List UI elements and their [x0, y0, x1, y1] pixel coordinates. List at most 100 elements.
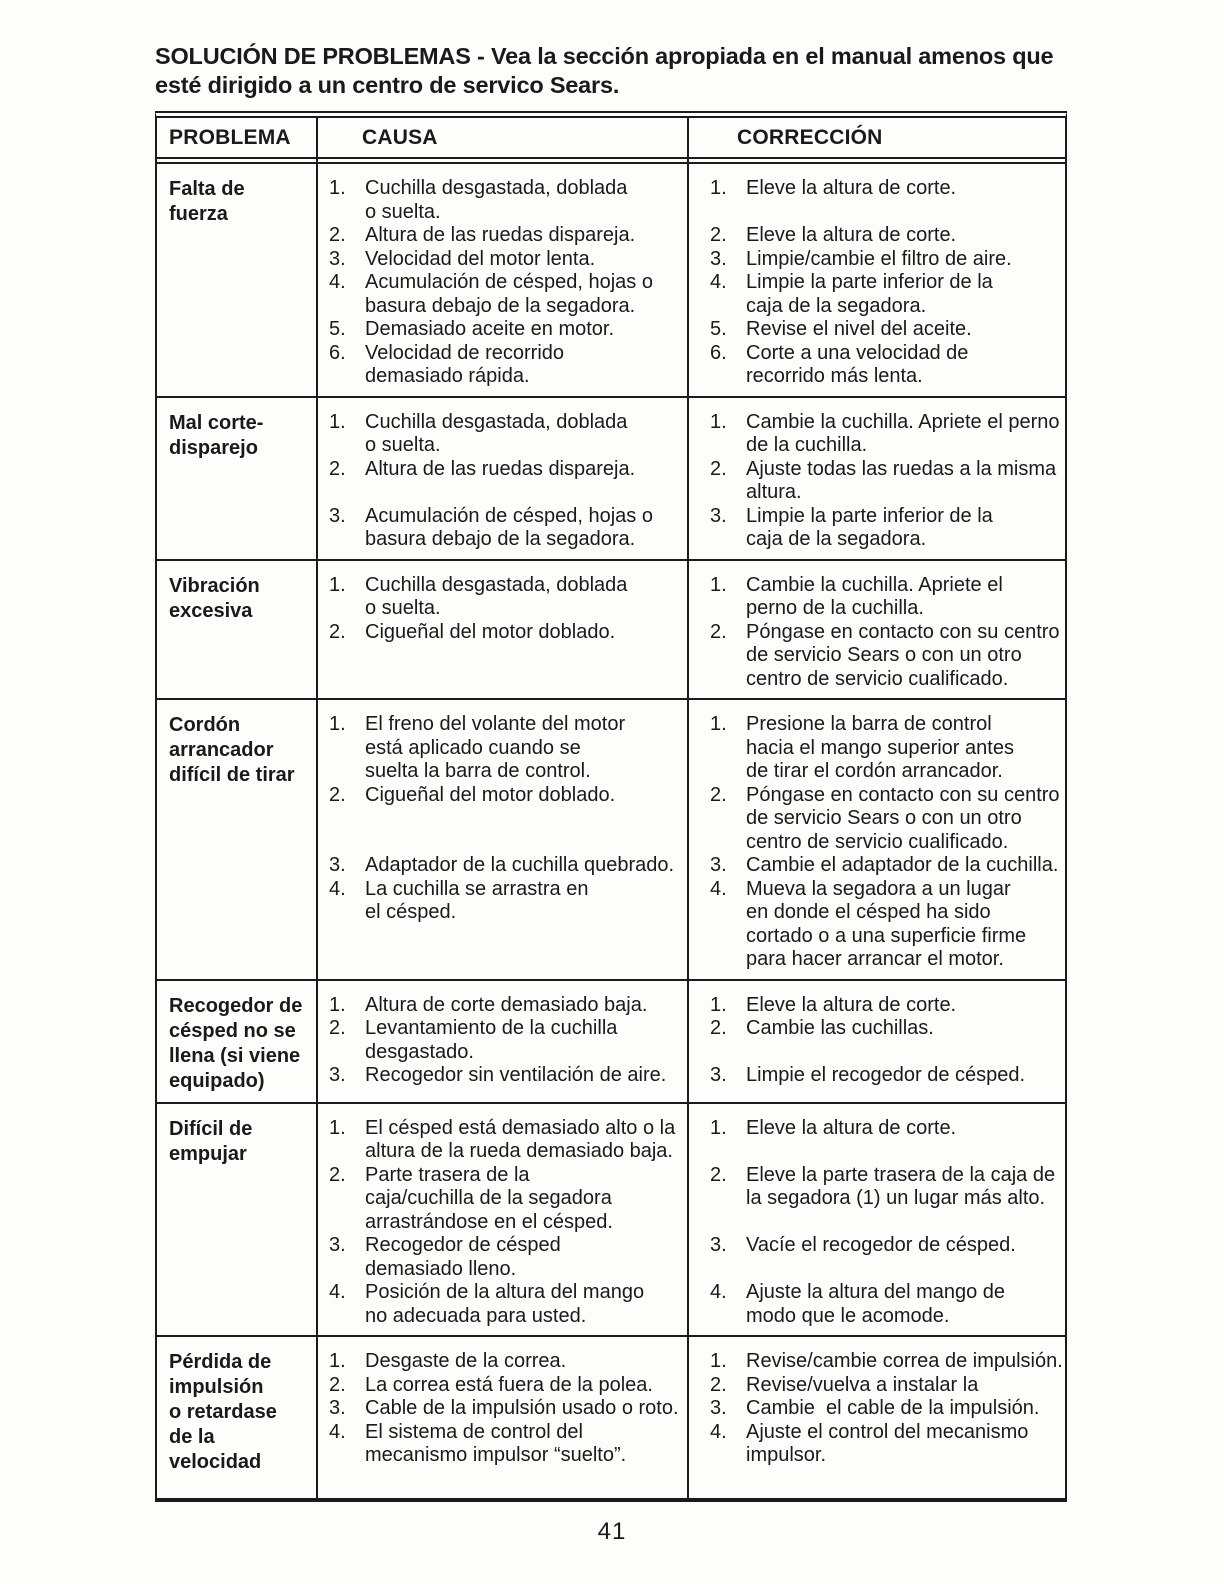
- cause-item: 1. El freno del volante del motor está ap…: [318, 713, 687, 784]
- table-row: Falta de fuerza 1. Cuchilla desgastada, d…: [157, 164, 1065, 396]
- table-row: Cordón arrancador difícil de tirar 1. El …: [157, 698, 1065, 979]
- cause-item-text: Cuchilla desgastada, doblada o suelta.: [365, 573, 628, 620]
- correction-item: 4. Ajuste la altura del mango de modo que…: [687, 1281, 1065, 1328]
- cause-correction-pair: 1. El césped está demasiado alto o la alt…: [318, 1117, 1065, 1164]
- item-number: 3.: [710, 1064, 727, 1086]
- cause-item-text: Adaptador de la cuchilla quebrado.: [365, 854, 675, 876]
- cause-correction-pair: 2. Cigueñal del motor doblado. 2. Póngase e…: [318, 784, 1065, 855]
- cause-item: 4. El sistema de control del mecanismo im…: [318, 1421, 687, 1468]
- cause-item: 2. Cigueñal del motor doblado.: [318, 784, 687, 808]
- problem-cell: Mal corte- disparejo: [169, 411, 264, 459]
- cause-item: 1. Cuchilla desgastada, doblada o suelta.: [318, 574, 687, 621]
- header-correccion: CORRECCIÓN: [737, 126, 883, 149]
- correction-item: 2. Póngase en contacto con su centro de s…: [687, 784, 1065, 855]
- page-content: SOLUCIÓN DE PROBLEMAS - Vea la sección a…: [155, 42, 1069, 1546]
- cause-item-text: Velocidad del motor lenta.: [365, 247, 596, 270]
- cause-item: 4. Posición de la altura del mango no ade…: [318, 1281, 687, 1328]
- item-number: 4.: [329, 1420, 346, 1443]
- correction-item-text: Revise/cambie correa de impulsión.: [746, 1350, 1063, 1372]
- cause-correction-pair: 3. Recogedor sin ventilación de aire. 3. Li…: [318, 1064, 1065, 1088]
- cause-correction-list: 1. Cuchilla desgastada, doblada o suelta.…: [318, 398, 1065, 559]
- cause-correction-pair: 4. El sistema de control del mecanismo im…: [318, 1421, 1065, 1468]
- cause-item-text: El sistema de control del mecanismo impu…: [365, 1420, 627, 1467]
- cause-item-text: Altura de las ruedas dispareja.: [365, 224, 636, 246]
- item-number: 2.: [710, 457, 727, 480]
- correction-item-text: Limpie la parte inferior de la caja de l…: [746, 271, 993, 317]
- item-number: 3.: [710, 504, 727, 527]
- cause-item-text: Altura de las ruedas dispareja.: [365, 457, 636, 480]
- correction-item: 1. Presione la barra de control hacia el …: [687, 713, 1065, 784]
- table-row: Vibración excesiva 1. Cuchilla desgastada…: [157, 558, 1065, 699]
- item-number: 1.: [329, 573, 346, 596]
- problem-cell: Difícil de empujar: [169, 1117, 253, 1165]
- cause-correction-pair: 3. Acumulación de césped, hojas o basura …: [318, 505, 1065, 552]
- item-number: 2.: [710, 783, 727, 806]
- cause-item: 2. Altura de las ruedas dispareja.: [318, 224, 687, 248]
- item-number: 3.: [329, 1234, 346, 1256]
- cause-item-text: Cuchilla desgastada, doblada o suelta.: [365, 410, 628, 457]
- cause-item-text: Parte trasera de la caja/cuchilla de la …: [365, 1163, 613, 1233]
- cause-correction-pair: 1. Desgaste de la correa. 1. Revise/cambie …: [318, 1350, 1065, 1374]
- cause-item-text: Acumulación de césped, hojas o basura de…: [365, 504, 653, 551]
- cause-item: 3. Recogedor sin ventilación de aire.: [318, 1064, 687, 1088]
- cause-correction-pair: 3. Cable de la impulsión usado o roto. 3. C…: [318, 1397, 1065, 1421]
- item-number: 1.: [329, 177, 346, 199]
- cause-correction-pair: 5. Demasiado aceite en motor. 5. Revise el …: [318, 318, 1065, 342]
- correction-item-text: Ajuste la altura del mango de modo que l…: [746, 1281, 1006, 1327]
- cause-correction-pair: 2. Altura de las ruedas dispareja. 2. Ajust…: [318, 458, 1065, 505]
- item-number: 1.: [710, 993, 727, 1016]
- correction-item-text: Cambie el cable de la impulsión.: [746, 1397, 1040, 1419]
- cause-item: 3. Acumulación de césped, hojas o basura …: [318, 505, 687, 552]
- column-divider-1: [316, 118, 318, 1498]
- correction-item: 2. Revise/vuelva a instalar la: [687, 1374, 1065, 1398]
- cause-item: 1. Cuchilla desgastada, doblada o suelta.: [318, 177, 687, 224]
- cause-correction-list: 1. Cuchilla desgastada, doblada o suelta.…: [318, 561, 1065, 699]
- problem-cell: Cordón arrancador difícil de tirar: [169, 714, 295, 786]
- correction-item: 5. Revise el nivel del aceite.: [687, 318, 1065, 342]
- cause-correction-list: 1. Desgaste de la correa. 1. Revise/cambie …: [318, 1337, 1065, 1498]
- correction-item-text: Eleve la altura de corte.: [746, 1116, 957, 1139]
- correction-item: 4. Mueva la segadora a un lugar en donde …: [687, 878, 1065, 972]
- item-number: 1.: [710, 1350, 727, 1372]
- cause-item: 1. Altura de corte demasiado baja.: [318, 994, 687, 1018]
- item-number: 1.: [710, 573, 727, 596]
- item-number: 2.: [710, 224, 727, 246]
- cause-item: 5. Demasiado aceite en motor.: [318, 318, 687, 342]
- cause-correction-pair: 3. Velocidad del motor lenta. 3. Limpie/cam…: [318, 248, 1065, 272]
- problem-cell: Vibración excesiva: [169, 574, 260, 622]
- cause-correction-list: 1. Cuchilla desgastada, doblada o suelta.…: [318, 164, 1065, 396]
- item-number: 3.: [329, 1064, 346, 1086]
- item-number: 3.: [710, 247, 727, 270]
- correction-item-text: Mueva la segadora a un lugar en donde el…: [746, 877, 1027, 971]
- correction-item: 6. Corte a una velocidad de recorrido más…: [687, 342, 1065, 389]
- cause-item-text: Levantamiento de la cuchilla desgastado.: [365, 1017, 618, 1063]
- item-number: 3.: [710, 1234, 727, 1256]
- cause-item: 3. Recogedor de césped demasiado lleno.: [318, 1234, 687, 1281]
- correction-item-text: Póngase en contacto con su centro de ser…: [746, 620, 1060, 690]
- item-number: 1.: [710, 1116, 727, 1139]
- item-number: 5.: [329, 318, 346, 340]
- item-number: 5.: [710, 318, 727, 340]
- problem-cell: Pérdida de impulsión o retardase de la v…: [169, 1351, 277, 1473]
- cause-item: 3. Cable de la impulsión usado o roto.: [318, 1397, 687, 1421]
- item-number: 1.: [329, 713, 346, 735]
- cause-item-text: El césped está demasiado alto o la altur…: [365, 1116, 676, 1163]
- item-number: 3.: [710, 854, 727, 876]
- table-row: Mal corte- disparejo 1. Cuchilla desgasta…: [157, 395, 1065, 559]
- cause-correction-pair: 2. Parte trasera de la caja/cuchilla de l…: [318, 1164, 1065, 1235]
- item-number: 2.: [710, 1373, 727, 1396]
- cause-item-text: Recogedor sin ventilación de aire.: [365, 1064, 667, 1086]
- item-number: 1.: [329, 993, 346, 1016]
- correction-item: 1. Cambie la cuchilla. Apriete el perno d…: [687, 574, 1065, 621]
- cause-item: 2. La correa está fuera de la polea.: [318, 1374, 687, 1398]
- page-title: SOLUCIÓN DE PROBLEMAS - Vea la sección a…: [155, 43, 1054, 98]
- correction-item-text: Limpie/cambie el filtro de aire.: [746, 247, 1012, 270]
- item-number: 3.: [710, 1397, 727, 1419]
- correction-item: 1. Eleve la altura de corte.: [687, 177, 1065, 201]
- cause-correction-list: 1. El freno del volante del motor está ap…: [318, 700, 1065, 979]
- item-number: 1.: [329, 1350, 346, 1372]
- header-problema: PROBLEMA: [169, 126, 291, 149]
- cause-correction-pair: 3. Recogedor de césped demasiado lleno. 3.…: [318, 1234, 1065, 1281]
- item-number: 4.: [329, 1281, 346, 1303]
- item-number: 3.: [329, 854, 346, 876]
